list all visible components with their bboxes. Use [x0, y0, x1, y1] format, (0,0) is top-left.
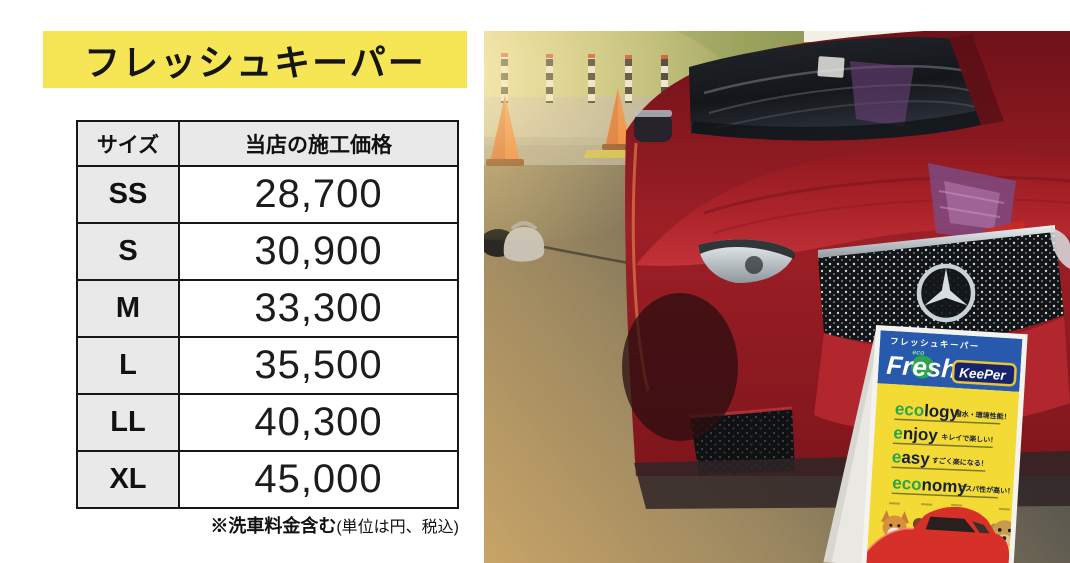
keeper-signboard: フレッシュキーパー eco Fresh KeePer ecology 撥水・環境… — [823, 325, 1028, 563]
footnote: ※洗車料金含む(単位は円、税込) — [76, 512, 459, 538]
windshield-reflection — [850, 61, 914, 127]
page-title: フレッシュキーパー — [84, 41, 426, 83]
price-table: サイズ 当店の施工価格 SS 28,700 S 30,900 M 33,300 … — [76, 120, 459, 509]
feature-economy: economy コスパ性が高い！ — [891, 473, 1014, 499]
col-header-price: 当店の施工価格 — [180, 122, 457, 165]
size-cell: LL — [78, 395, 178, 450]
sign-car-illustration — [866, 506, 1010, 563]
col-header-size: サイズ — [78, 122, 178, 165]
fresh-logo: Fresh — [886, 350, 959, 384]
title-banner: フレッシュキーパー — [43, 31, 467, 88]
price-cell: 35,500 — [180, 338, 457, 393]
headlight-right — [1050, 227, 1070, 269]
svg-text:economy: economy — [892, 473, 968, 497]
size-cell: XL — [78, 452, 178, 507]
mercedes-star-icon — [916, 263, 976, 323]
car-photo: フレッシュキーパー eco Fresh KeePer ecology 撥水・環境… — [484, 31, 1070, 563]
fresh-eco-label: eco — [912, 349, 925, 357]
price-cell: 28,700 — [180, 167, 457, 222]
windshield-sticker — [817, 56, 845, 78]
size-cell: M — [78, 281, 178, 336]
keeper-badge: KeePer — [951, 359, 1017, 387]
svg-text:enjoy: enjoy — [893, 423, 939, 445]
svg-text:ecology: ecology — [894, 399, 960, 422]
fresh-eco-circle — [911, 355, 935, 379]
footnote-bold: ※洗車料金含む — [210, 516, 337, 536]
price-cell: 45,000 — [180, 452, 457, 507]
size-cell: S — [78, 224, 178, 279]
size-cell: SS — [78, 167, 178, 222]
price-cell: 33,300 — [180, 281, 457, 336]
svg-text:easy: easy — [891, 447, 930, 468]
footnote-note: (単位は円、税込) — [336, 519, 459, 536]
wheel-arch — [622, 293, 738, 441]
size-cell: L — [78, 338, 178, 393]
keeper-logo: KeePer — [959, 365, 1007, 383]
front-grille — [818, 225, 1064, 345]
feature-enjoy: enjoy キレイで楽しい！ — [892, 423, 997, 449]
side-mirror — [634, 110, 672, 142]
price-cell: 40,300 — [180, 395, 457, 450]
headlight — [698, 239, 795, 284]
price-cell: 30,900 — [180, 224, 457, 279]
windshield — [689, 37, 981, 141]
